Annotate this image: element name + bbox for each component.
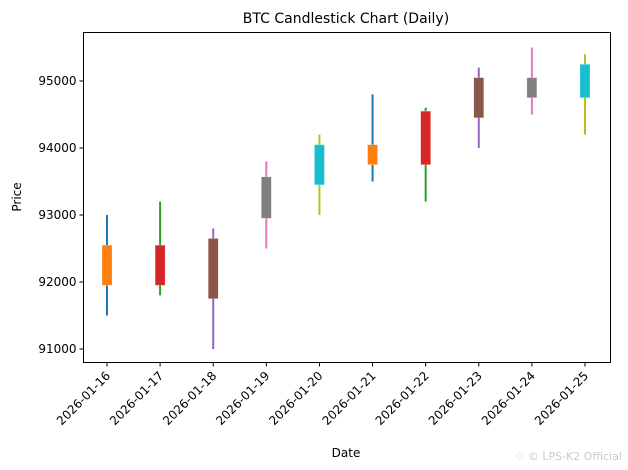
x-tick-label: 2026-01-19	[213, 369, 272, 428]
candle-body	[473, 77, 485, 119]
chart-title: BTC Candlestick Chart (Daily)	[243, 11, 449, 27]
candle-body	[261, 176, 272, 219]
y-tick-label: 95000	[38, 74, 76, 88]
x-tick-label: 2026-01-23	[426, 369, 485, 428]
watermark: ♢ © LPS-K2 Official	[514, 450, 622, 463]
x-tick-label: 2026-01-16	[54, 369, 113, 428]
x-tick-label: 2026-01-17	[107, 369, 166, 428]
x-tick-label: 2026-01-20	[266, 369, 325, 428]
x-tick-label: 2026-01-24	[479, 369, 538, 428]
y-axis: 91000 92000 93000 94000 95000	[38, 74, 84, 356]
x-axis-label: Date	[332, 446, 361, 460]
candle-body	[207, 238, 219, 299]
x-tick-label: 2026-01-21	[319, 369, 378, 428]
candle-body	[314, 144, 325, 186]
candle-body	[154, 244, 166, 286]
x-tick-label: 2026-01-22	[373, 369, 432, 428]
plot-area	[101, 47, 591, 349]
candle-body	[526, 77, 538, 99]
x-tick-label: 2026-01-25	[532, 369, 591, 428]
candle-body	[101, 244, 113, 286]
x-axis: 2026-01-162026-01-172026-01-182026-01-19…	[54, 362, 591, 428]
y-tick-label: 91000	[38, 342, 76, 356]
y-tick-label: 92000	[38, 275, 76, 289]
y-axis-label: Price	[10, 182, 24, 211]
candle-body	[420, 110, 431, 165]
x-tick-label: 2026-01-18	[160, 369, 219, 428]
y-tick-label: 93000	[38, 208, 76, 222]
axes-frame	[83, 32, 611, 363]
candle-body	[367, 144, 378, 165]
y-tick-label: 94000	[38, 141, 76, 155]
candle-body	[579, 64, 591, 98]
